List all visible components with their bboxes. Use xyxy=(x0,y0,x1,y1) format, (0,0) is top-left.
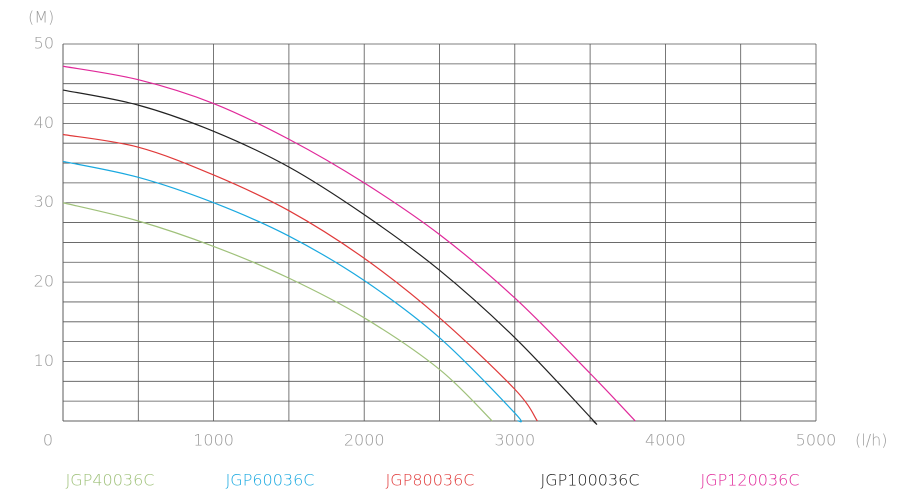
y-tick-label: 40 xyxy=(34,113,54,132)
x-tick-label: 4000 xyxy=(645,431,686,450)
x-tick-label: 2000 xyxy=(344,431,385,450)
series-line xyxy=(62,202,493,422)
legend-entry: JGP60036C xyxy=(226,471,315,490)
y-tick-label: 30 xyxy=(34,192,54,211)
x-tick-label: 1000 xyxy=(193,431,234,450)
x-tick-label: 3000 xyxy=(494,431,535,450)
series-line xyxy=(62,160,522,423)
legend-entry: JGP100036C xyxy=(540,471,639,490)
legend-entry: JGP120036C xyxy=(700,471,799,490)
y-tick-label: 10 xyxy=(34,351,54,370)
legend-entry: JGP40036C xyxy=(66,471,155,490)
series-line xyxy=(62,133,538,422)
x-axis-label: (l/h) xyxy=(855,431,887,450)
x-tick-label: 0 xyxy=(43,431,53,450)
series-line xyxy=(62,89,598,425)
series-line xyxy=(62,65,636,422)
y-tick-label: 20 xyxy=(34,272,54,291)
x-tick-label: 5000 xyxy=(796,431,837,450)
legend-entry: JGP80036C xyxy=(386,471,475,490)
y-axis-label: (M) xyxy=(28,8,54,27)
y-tick-label: 50 xyxy=(34,34,54,53)
